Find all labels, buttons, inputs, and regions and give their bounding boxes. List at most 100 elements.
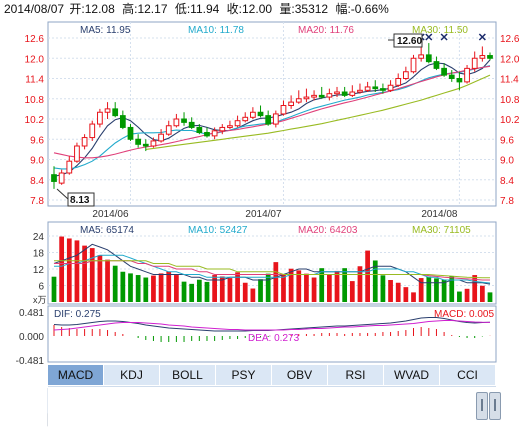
legend-ma30: MA30: 11.50	[412, 25, 468, 36]
candle	[181, 112, 187, 126]
low-callout: 8.13	[70, 195, 90, 206]
candle-body	[326, 93, 333, 98]
macd-y-tick: -0.481	[16, 356, 45, 367]
timeline-range-handles[interactable]	[474, 392, 501, 420]
candle	[410, 54, 417, 74]
vol-legend-ma20: MA20: 64203	[298, 225, 358, 236]
volume-bar	[418, 278, 424, 302]
candle	[387, 80, 394, 92]
macd-lines	[53, 317, 491, 332]
volume-bar	[426, 276, 432, 302]
cross-marker	[425, 33, 433, 41]
volume-bar	[143, 277, 149, 302]
high-callout: 12.60	[397, 36, 422, 47]
candle	[464, 65, 470, 84]
candle-body	[181, 118, 187, 123]
volume-bar	[196, 279, 202, 302]
candle	[425, 43, 432, 64]
candle-body	[227, 125, 233, 128]
price-y-tick-left: 10.8	[25, 95, 45, 106]
price-y-tick-left: 8.4	[30, 176, 44, 187]
price-y-tick-right: 11.4	[500, 75, 519, 86]
tab-kdj[interactable]: KDJ	[104, 365, 160, 385]
volume-bar	[457, 291, 462, 302]
macd-legend-macd: MACD: 0.005	[434, 309, 494, 320]
volume-bars	[51, 236, 493, 302]
candle-body	[188, 121, 195, 128]
tab-obv[interactable]: OBV	[272, 365, 328, 385]
candle	[357, 83, 363, 94]
candle	[173, 113, 180, 128]
candle	[150, 137, 157, 148]
candle	[265, 110, 272, 126]
candle-body	[158, 133, 164, 142]
candle	[448, 70, 455, 82]
candle	[272, 110, 279, 128]
header-open: 开:12.08	[69, 2, 115, 16]
volume-bar	[403, 287, 409, 302]
candle-body	[272, 113, 279, 125]
candle-body	[402, 71, 409, 79]
tab-wvad[interactable]: WVAD	[384, 365, 440, 385]
header-high: 高:12.17	[122, 1, 168, 16]
price-x-tick: 2014/07	[245, 209, 282, 220]
volume-bar	[411, 292, 416, 302]
tab-cci[interactable]: CCI	[440, 365, 496, 385]
candle-body	[173, 118, 180, 127]
volume-bar	[151, 275, 156, 302]
candle-body	[303, 96, 310, 100]
candle-body	[74, 145, 80, 162]
volume-bar	[304, 273, 309, 302]
candle-body	[234, 120, 241, 127]
price-y-tick-left: 12.6	[25, 34, 45, 45]
candle-body	[372, 86, 379, 90]
candle	[234, 115, 241, 128]
volume-ma-line-ma10	[54, 254, 491, 284]
volume-y-tick: 24	[33, 232, 45, 243]
volume-bar	[219, 276, 225, 302]
candle-body	[425, 54, 432, 63]
candle-body	[119, 115, 126, 128]
volume-bar	[128, 273, 133, 302]
volume-bar	[326, 274, 332, 302]
candle-body	[456, 78, 463, 83]
candle	[295, 90, 302, 104]
candle-body	[448, 74, 455, 79]
candle	[74, 142, 80, 163]
candle-body	[51, 174, 57, 182]
candle	[127, 124, 134, 141]
price-y-tick-left: 9.0	[30, 156, 44, 167]
header-close: 收:12.00	[227, 2, 273, 16]
timeline-right-handle[interactable]	[489, 392, 501, 420]
macd-line-dea	[53, 320, 491, 331]
tab-boll[interactable]: BOLL	[160, 365, 216, 385]
tab-psy[interactable]: PSY	[216, 365, 272, 385]
timeline-strip[interactable]	[48, 386, 496, 427]
candle-body	[142, 143, 149, 147]
volume-bar	[281, 273, 286, 302]
candle-body	[104, 108, 111, 113]
timeline-left-handle[interactable]	[476, 392, 488, 420]
candle	[364, 81, 371, 92]
volume-bar	[487, 292, 493, 302]
candle	[158, 129, 164, 143]
volume-ma-line-ma5	[53, 243, 491, 285]
candles	[51, 38, 493, 189]
candle-body	[165, 125, 172, 135]
candle-body	[81, 137, 88, 147]
volume-bar	[235, 272, 240, 302]
candle-body	[150, 140, 157, 147]
legend-ma5: MA5: 11.95	[80, 25, 131, 36]
price-y-ticks-left: 12.6 12.0 11.4 10.8 10.2 9.6 9.0 8.4 7.8	[25, 34, 45, 207]
candle-body	[334, 91, 340, 95]
candle	[165, 120, 172, 136]
header-volume: 量:35312	[279, 2, 328, 16]
tab-rsi[interactable]: RSI	[328, 365, 384, 385]
volume-bar	[105, 259, 110, 302]
volume-ma-line-ma30	[54, 260, 490, 279]
volume-bar	[441, 279, 447, 302]
volume-bar	[158, 273, 164, 302]
candle-body	[471, 57, 478, 69]
tab-macd[interactable]: MACD	[48, 365, 104, 385]
candle-body	[265, 115, 272, 125]
